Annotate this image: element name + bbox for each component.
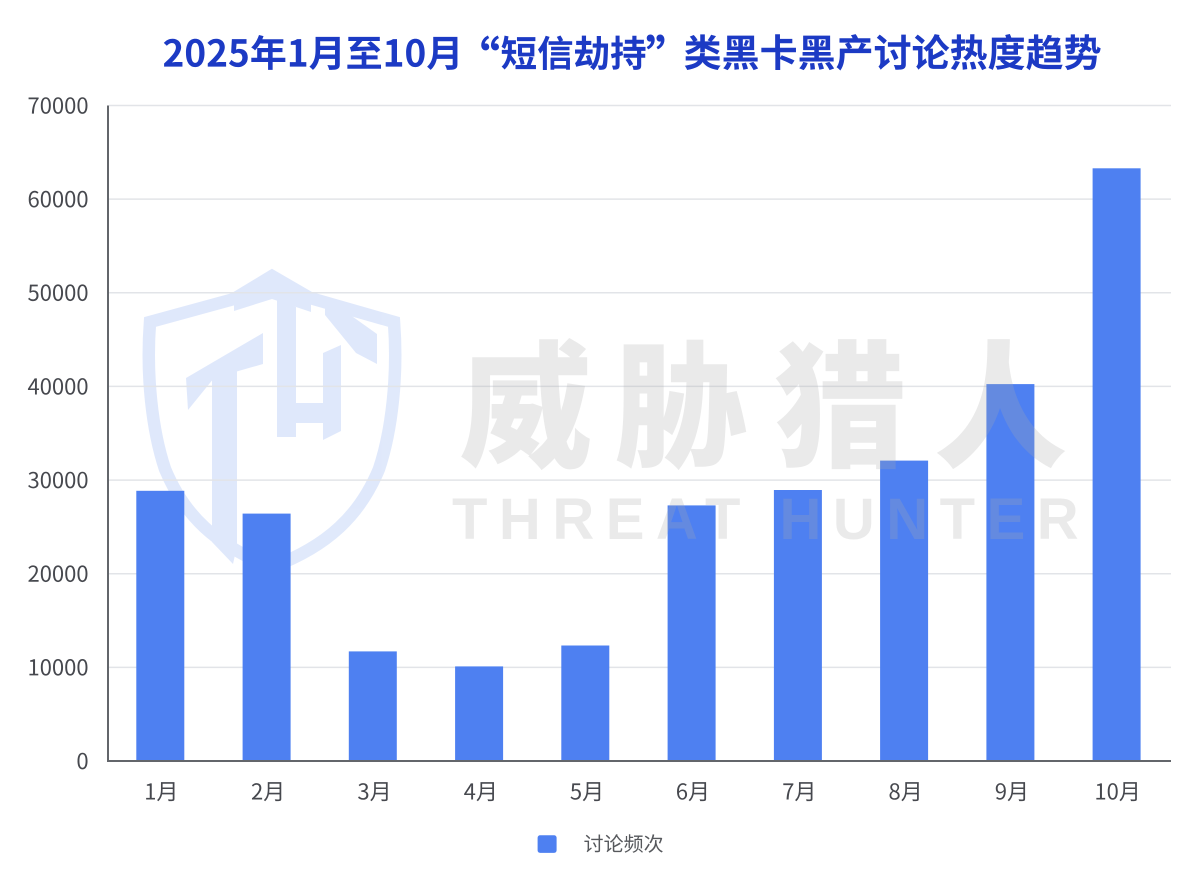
svg-text:THREAT HUNTER: THREAT HUNTER <box>452 487 1090 552</box>
